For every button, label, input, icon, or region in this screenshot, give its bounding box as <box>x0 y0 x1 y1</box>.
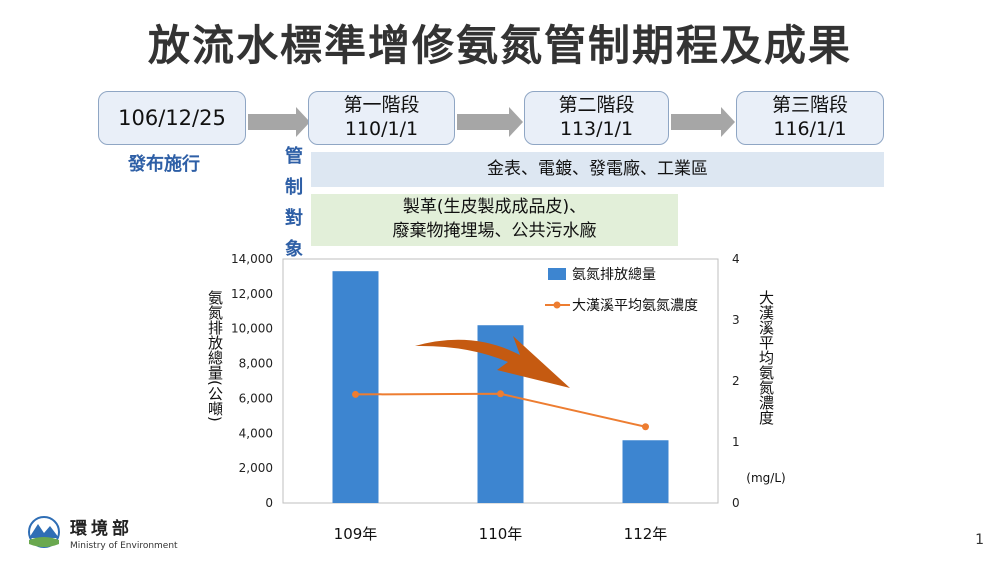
target-band-phase-1-2: 製革(生皮製成成品皮)、 廢棄物掩埋場、公共污水廠 <box>311 194 678 246</box>
ministry-logo-icon <box>28 516 60 548</box>
phase-1-box: 第一階段 110/1/1 <box>308 91 455 145</box>
target-band-phase-1-all: 金表、電鍍、發電廠、工業區 <box>311 152 884 187</box>
trend-arrow <box>415 336 570 388</box>
y-right-tick-label: 4 <box>732 252 740 266</box>
y-tick-label: 12,000 <box>231 287 273 301</box>
target-band-green-line-1: 製革(生皮製成成品皮)、 <box>402 197 587 218</box>
y-tick-label: 14,000 <box>231 252 273 266</box>
y-tick-label: 10,000 <box>231 322 273 336</box>
start-date-box: 106/12/25 <box>98 91 246 145</box>
x-tick-label: 110年 <box>479 525 523 543</box>
phase-2-box: 第二階段 113/1/1 <box>524 91 669 145</box>
y-right-tick-label: 0 <box>732 496 740 510</box>
phase-1-date: 110/1/1 <box>344 118 419 140</box>
page-number: 1 <box>975 532 984 548</box>
legend-line-label: 大漢溪平均氨氮濃度 <box>572 298 698 314</box>
y-tick-label: 8,000 <box>239 357 273 371</box>
bar <box>622 440 669 503</box>
y-tick-label: 2,000 <box>239 461 273 475</box>
timeline-arrow-3 <box>671 107 735 137</box>
management-label-char: 象 <box>285 239 303 260</box>
phase-2-date: 113/1/1 <box>559 118 634 140</box>
legend: 氨氮排放總量 大漢溪平均氨氮濃度 <box>545 266 698 314</box>
legend-bar-label: 氨氮排放總量 <box>572 266 656 283</box>
y-right-tick-label: 1 <box>732 435 740 449</box>
phase-1-name: 第一階段 <box>343 94 420 117</box>
management-label-char: 管 <box>285 146 303 167</box>
y-tick-label: 6,000 <box>239 391 273 405</box>
ministry-name-en: Ministry of Environment <box>70 541 178 551</box>
right-axis-unit: (mg/L) <box>746 471 785 485</box>
phase-3-date: 116/1/1 <box>773 118 847 140</box>
bar <box>332 271 379 503</box>
y-right-tick-label: 2 <box>732 374 740 388</box>
timeline-arrow-1 <box>248 107 310 137</box>
y-tick-label: 0 <box>265 496 273 510</box>
slide-title: 放流水標準增修氨氮管制期程及成果 <box>147 21 852 70</box>
phase-3-name: 第三階段 <box>771 94 848 117</box>
line-point <box>352 390 359 398</box>
phase-2-name: 第二階段 <box>558 94 635 117</box>
phase-3-box: 第三階段 116/1/1 <box>736 91 884 145</box>
start-date: 106/12/25 <box>118 105 226 130</box>
timeline-arrow-2 <box>457 107 523 137</box>
y-right-tick-label: 3 <box>732 313 740 327</box>
legend-bar-swatch <box>548 268 566 280</box>
x-tick-label: 112年 <box>624 525 668 543</box>
legend-line-marker <box>553 301 561 309</box>
y-tick-label: 4,000 <box>239 426 273 440</box>
management-label: 管 制 對 象 <box>282 141 306 265</box>
line-point <box>497 390 504 398</box>
target-band-green-line-2: 廢棄物掩埋場、公共污水廠 <box>392 221 597 241</box>
right-axis-title: 大漢溪平均氨氮濃度 <box>757 290 775 425</box>
ministry-logo-text: 環境部 Ministry of Environment <box>70 514 178 551</box>
management-label-char: 制 <box>285 177 303 198</box>
release-caption: 發布施行 <box>128 154 200 175</box>
management-label-char: 對 <box>285 208 303 229</box>
line-point <box>642 423 649 431</box>
x-tick-label: 109年 <box>334 525 378 543</box>
target-band-blue-text: 金表、電鍍、發電廠、工業區 <box>487 158 708 179</box>
ministry-name-cn: 環境部 <box>70 519 133 539</box>
left-axis-title: 氨氮排放總量(公噸) <box>206 290 224 422</box>
